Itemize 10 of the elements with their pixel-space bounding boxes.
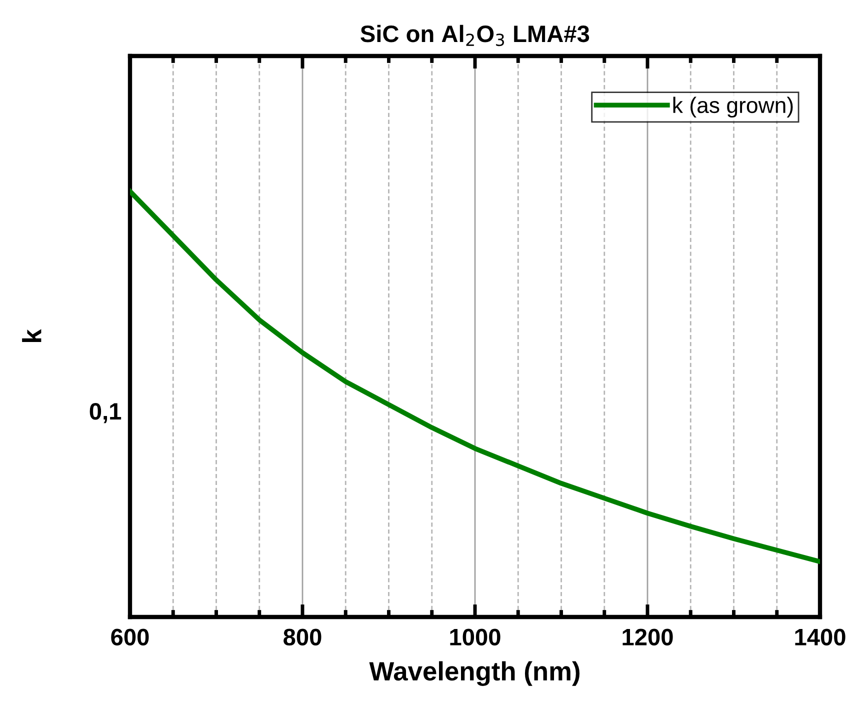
y-axis-title: k	[22, 329, 42, 342]
x-tick-label: 600	[111, 628, 149, 646]
x-tick-label: 1400	[795, 628, 846, 646]
legend-label: k (as grown)	[673, 96, 793, 118]
x-tick-label: 1000	[450, 628, 500, 646]
chart-title: SiC on Al$_{2}$O$_{3}$ LMA#3	[360, 24, 590, 46]
x-tick-label: 1200	[622, 628, 673, 646]
text: 0,1	[90, 402, 122, 424]
x-tick-label: 800	[284, 628, 322, 646]
x-axis-title: Wavelength (nm)	[369, 661, 580, 686]
